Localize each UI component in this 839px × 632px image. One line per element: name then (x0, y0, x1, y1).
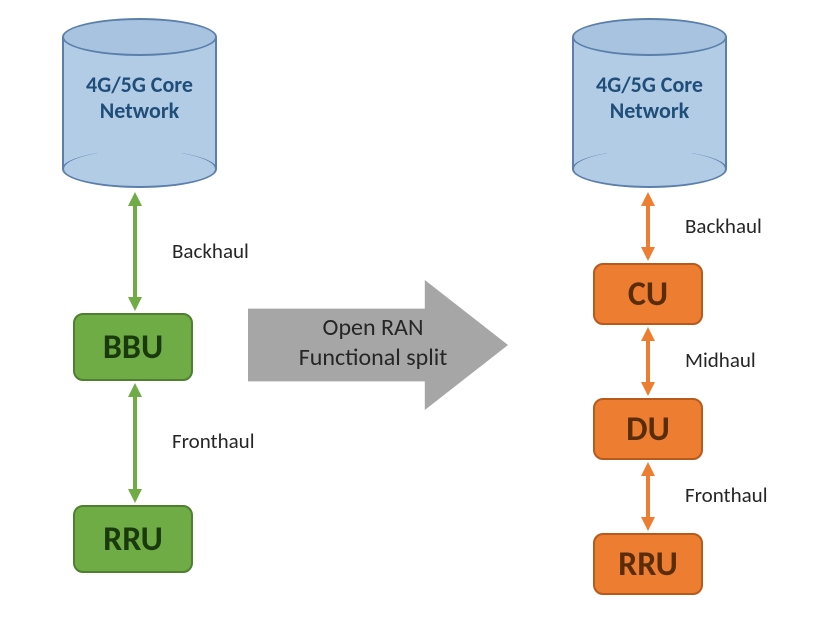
r-midhaul-connector (636, 327, 660, 396)
rru-right-label: RRU (618, 544, 678, 585)
open-ran-label-line1: Open RAN (323, 313, 424, 342)
l-fronthaul-label: Fronthaul (172, 428, 255, 454)
core-network-label: 4G/5G CoreNetwork (62, 72, 217, 125)
bbu-node: BBU (73, 313, 193, 381)
core-label-line1: 4G/5G Core (596, 71, 703, 98)
cu-node: CU (593, 263, 703, 325)
open-ran-label-line2: Functional split (299, 343, 448, 372)
du-node: DU (593, 398, 703, 460)
r-midhaul-label: Midhaul (685, 347, 756, 373)
l-backhaul-label: Backhaul (172, 238, 249, 264)
r-backhaul-connector (636, 192, 660, 261)
core-network-cylinder: 4G/5G CoreNetwork (572, 18, 727, 188)
l-fronthaul-connector (123, 383, 147, 503)
cu-label: CU (628, 274, 668, 315)
core-label-line1: 4G/5G Core (86, 71, 193, 98)
rru-right-node: RRU (593, 533, 703, 595)
r-fronthaul-label: Fronthaul (685, 482, 768, 508)
du-label: DU (626, 409, 670, 450)
l-backhaul-connector (123, 192, 147, 311)
core-network-cylinder: 4G/5G CoreNetwork (62, 18, 217, 188)
core-label-line2: Network (610, 97, 689, 124)
bbu-label: BBU (103, 327, 163, 368)
open-ran-arrow-label: Open RANFunctional split (283, 313, 463, 373)
r-fronthaul-connector (636, 462, 660, 531)
core-network-label: 4G/5G CoreNetwork (572, 72, 727, 125)
r-backhaul-label: Backhaul (685, 213, 762, 239)
rru-left-node: RRU (73, 505, 193, 573)
rru-left-label: RRU (103, 519, 163, 560)
core-label-line2: Network (100, 97, 179, 124)
